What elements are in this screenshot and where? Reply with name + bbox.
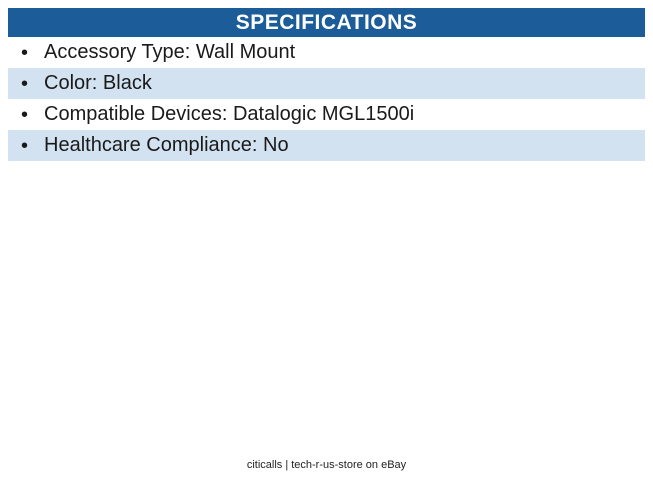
spec-text: Color: Black: [44, 72, 152, 94]
specifications-table: SPECIFICATIONS • Accessory Type: Wall Mo…: [8, 8, 645, 161]
bullet-icon: •: [21, 72, 29, 95]
spec-text: Accessory Type: Wall Mount: [44, 41, 296, 63]
spec-row-healthcare-compliance: • Healthcare Compliance: No: [8, 130, 645, 161]
spec-row-compatible-devices: • Compatible Devices: Datalogic MGL1500i: [8, 99, 645, 130]
spec-row-color: • Color: Black: [8, 68, 645, 99]
footer-attribution: citicalls | tech-r-us-store on eBay: [246, 459, 407, 471]
spec-text: Compatible Devices: Datalogic MGL1500i: [44, 103, 415, 125]
bullet-icon: •: [21, 103, 29, 126]
specifications-title: SPECIFICATIONS: [235, 10, 418, 34]
bullet-icon: •: [21, 41, 29, 64]
bullet-icon: •: [21, 134, 29, 157]
spec-row-accessory-type: • Accessory Type: Wall Mount: [8, 37, 645, 68]
spec-text: Healthcare Compliance: No: [44, 134, 289, 156]
specifications-header: SPECIFICATIONS: [8, 8, 645, 37]
